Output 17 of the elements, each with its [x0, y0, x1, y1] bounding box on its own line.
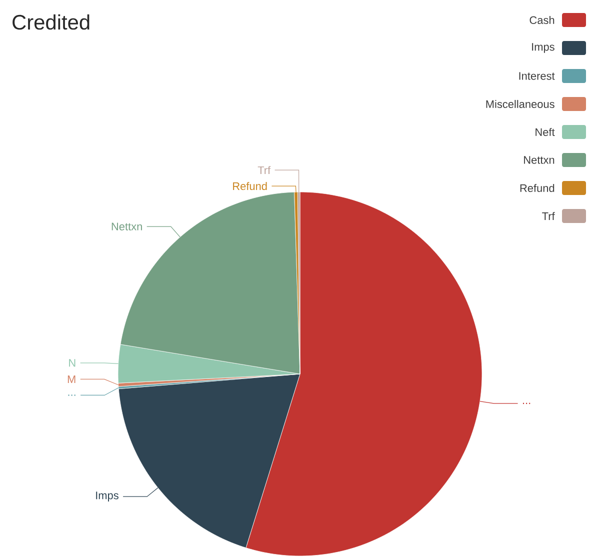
text: Imps [96, 492, 118, 502]
text: Nettxn [112, 222, 142, 230]
legend-label: Imps [532, 43, 554, 53]
chart-title: Credited [12, 14, 90, 30]
text: ... [68, 394, 76, 396]
text: M [68, 375, 76, 383]
legend-label: Miscellaneous [486, 100, 554, 108]
legend-label: Interest [519, 72, 555, 80]
legend-label: Refund [520, 184, 554, 192]
legend-label: Cash [530, 16, 554, 24]
text: N [69, 359, 76, 367]
text: Refund [233, 182, 267, 190]
legend-label: Trf [542, 212, 555, 220]
legend-label: Nettxn [524, 156, 554, 164]
legend-label: Neft [536, 128, 555, 136]
text: Trf [258, 166, 271, 174]
text: ... [522, 402, 530, 404]
